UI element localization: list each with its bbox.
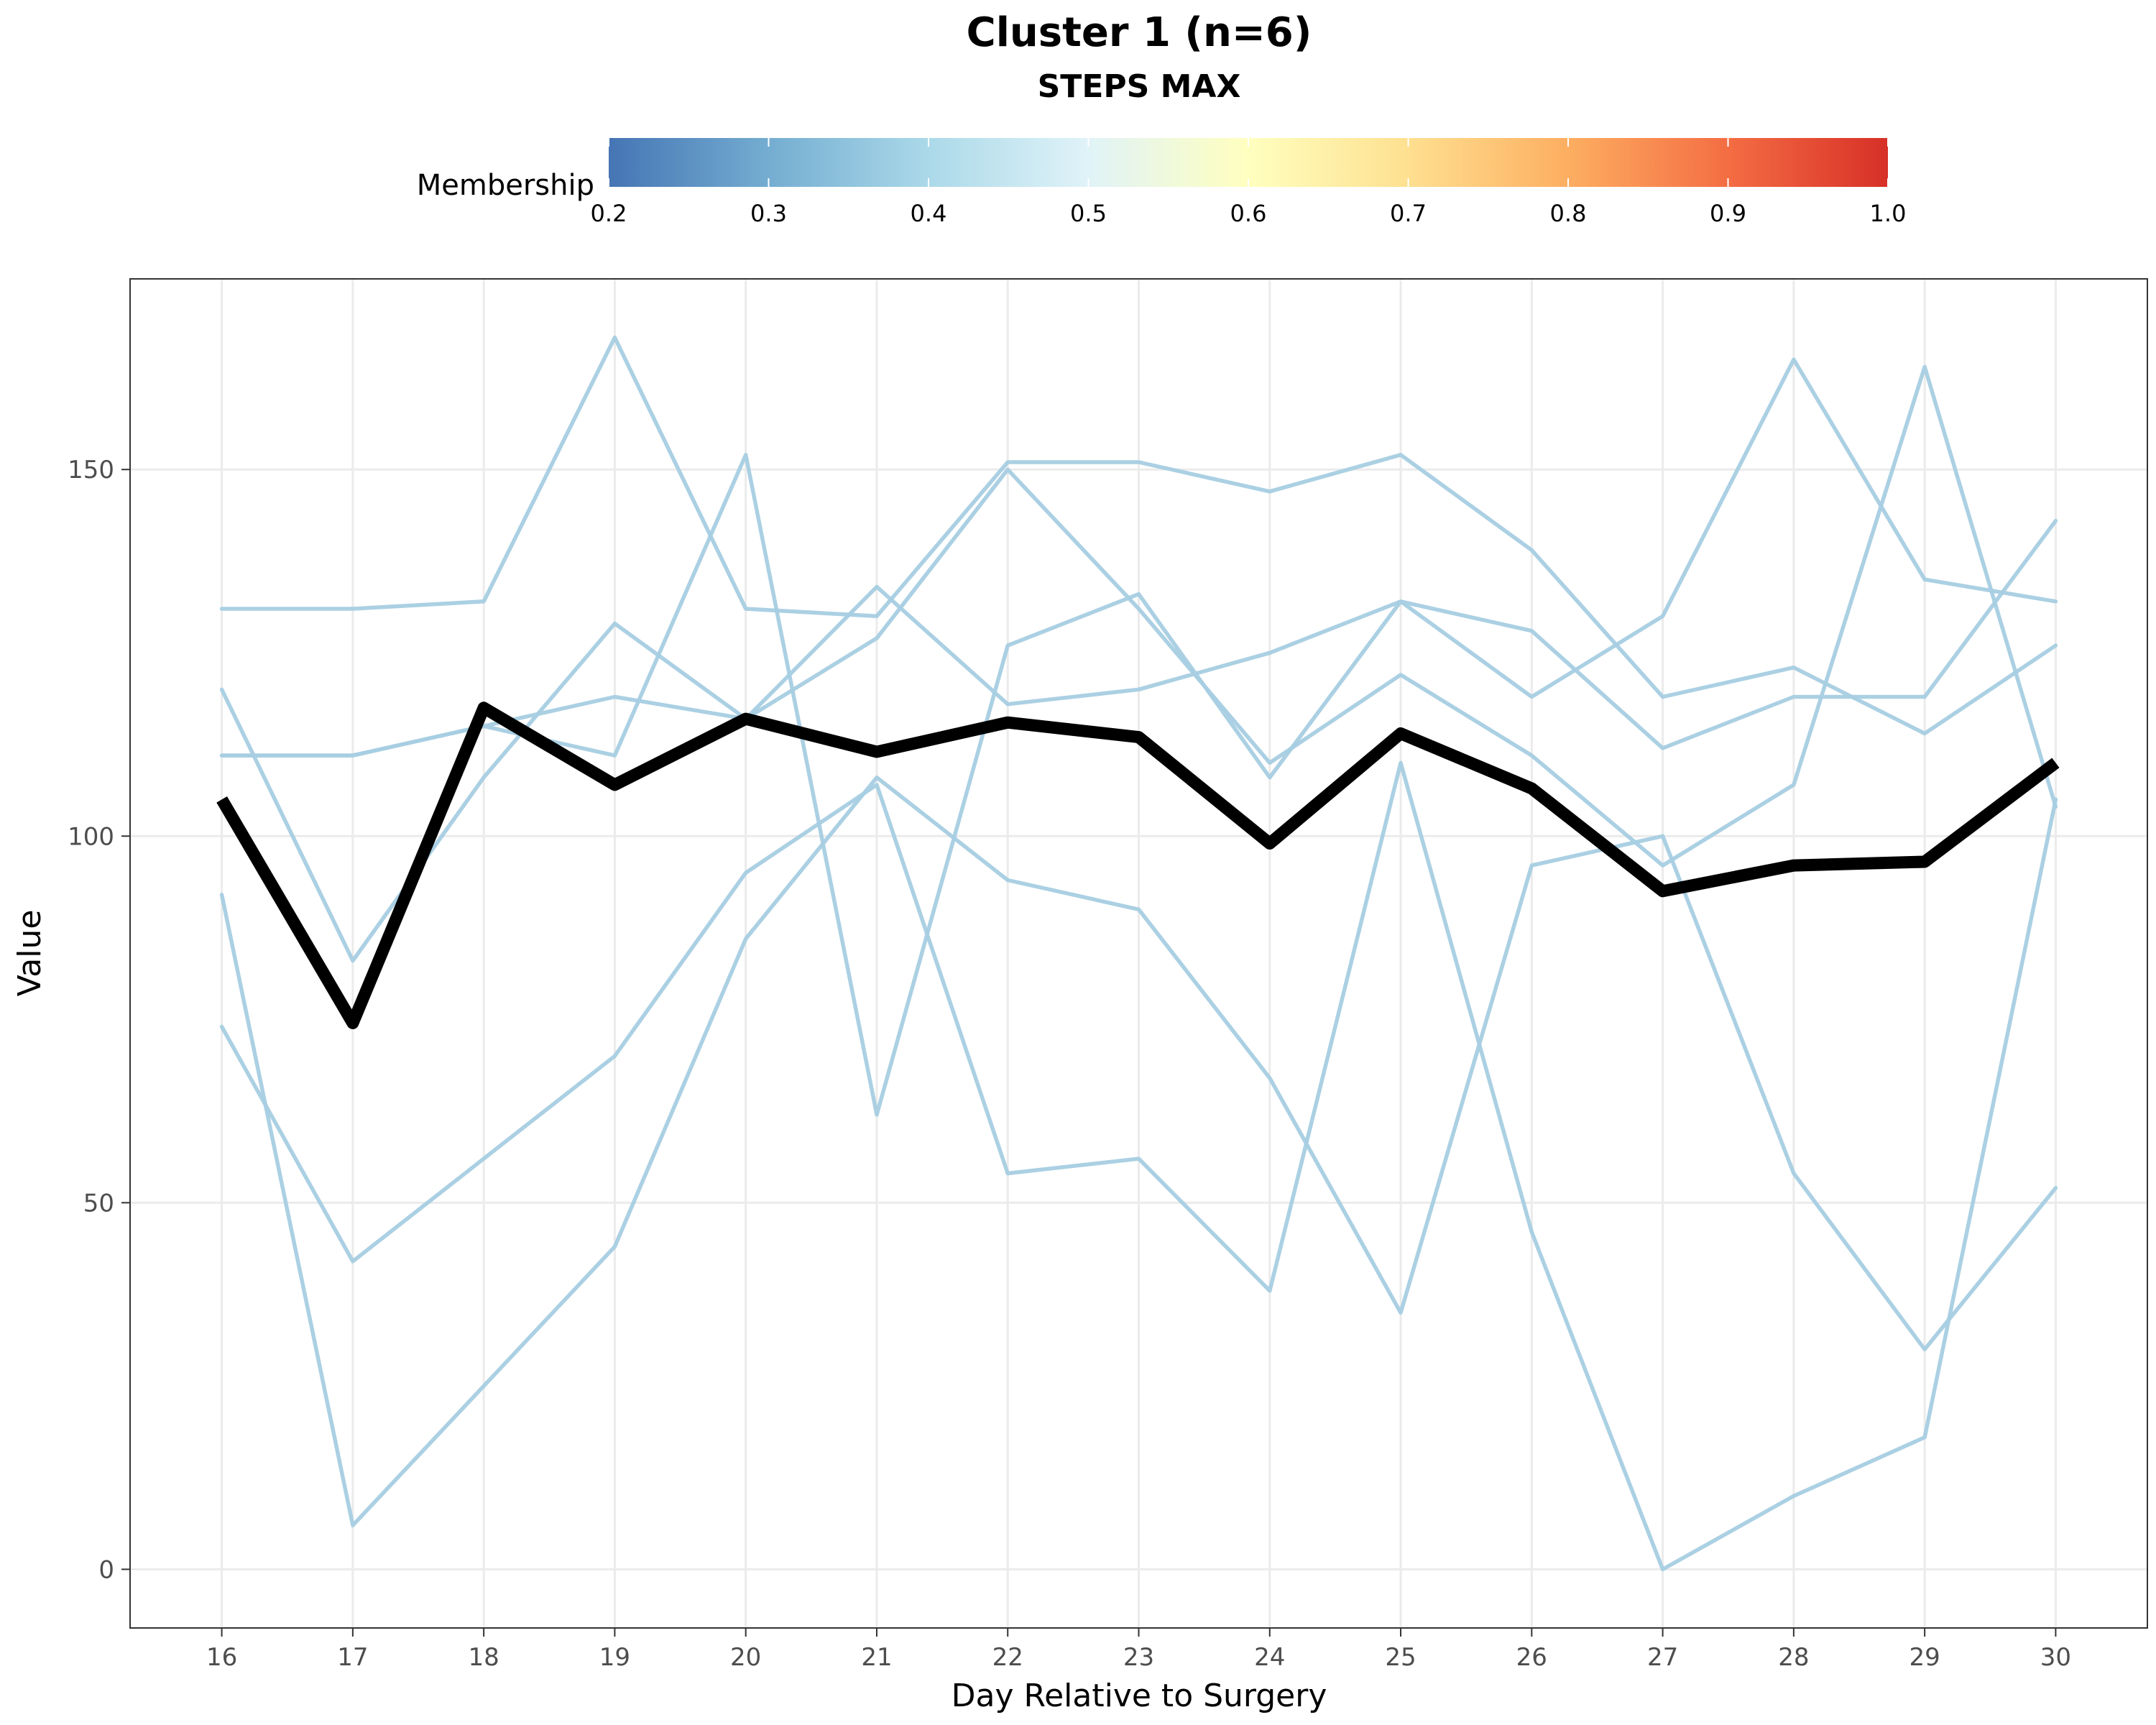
legend-title: Membership bbox=[417, 169, 594, 202]
series-line-1 bbox=[219, 335, 2058, 736]
x-axis-title: Day Relative to Surgery bbox=[952, 1678, 1327, 1714]
centroid-line-group bbox=[216, 702, 2060, 1029]
x-tick-label: 23 bbox=[1123, 1643, 1154, 1672]
series-line-4 bbox=[219, 775, 2058, 1527]
legend-tick-label: 1.0 bbox=[1870, 200, 1907, 227]
series-line-5 bbox=[219, 760, 2058, 1572]
x-tick-label: 30 bbox=[2040, 1643, 2071, 1672]
x-tick-label: 25 bbox=[1385, 1643, 1416, 1672]
plot-panel: 16 17 18 19 20 21 22 23 24 25 26 27 28 29 30 0 50 100 150 bbox=[68, 278, 2148, 1672]
x-tick-label: 27 bbox=[1647, 1643, 1678, 1672]
series-line-3 bbox=[219, 357, 2058, 963]
y-tick-label: 50 bbox=[83, 1189, 114, 1218]
y-axis-title: Value bbox=[11, 910, 48, 997]
legend-tick-label: 0.8 bbox=[1550, 200, 1587, 227]
y-tick-label: 150 bbox=[68, 456, 114, 484]
x-tick-label: 21 bbox=[861, 1643, 892, 1672]
x-tick-label: 18 bbox=[469, 1643, 499, 1672]
x-tick-label: 24 bbox=[1254, 1643, 1285, 1672]
chart-subtitle: STEPS MAX bbox=[1038, 68, 1241, 105]
centroid-line bbox=[216, 702, 2060, 1029]
legend-tick-label: 0.3 bbox=[750, 200, 787, 227]
grid-lines bbox=[130, 279, 2147, 1628]
legend-tick-label: 0.5 bbox=[1070, 200, 1107, 227]
x-tick-label: 19 bbox=[599, 1643, 630, 1672]
x-tick-label: 20 bbox=[730, 1643, 761, 1672]
legend-tick-label: 0.2 bbox=[591, 200, 627, 227]
x-axis: 16 17 18 19 20 21 22 23 24 25 26 27 28 29 30 bbox=[206, 1628, 2071, 1672]
legend: Membership 0.2 0.3 0.4 0.5 0.6 0.7 0.8 0.9 1.0 bbox=[417, 138, 1907, 227]
chart-title: Cluster 1 (n=6) bbox=[967, 9, 1312, 56]
legend-tick-label: 0.7 bbox=[1390, 200, 1427, 227]
legend-tick-label: 0.4 bbox=[911, 200, 947, 227]
y-tick-label: 0 bbox=[98, 1555, 114, 1584]
x-tick-label: 29 bbox=[1909, 1643, 1940, 1672]
legend-tick-label: 0.6 bbox=[1230, 200, 1267, 227]
legend-ticks: 0.2 0.3 0.4 0.5 0.6 0.7 0.8 0.9 1.0 bbox=[591, 138, 1907, 227]
y-tick-label: 100 bbox=[68, 822, 114, 851]
legend-tick-label: 0.9 bbox=[1710, 200, 1746, 227]
x-tick-label: 22 bbox=[992, 1643, 1023, 1672]
x-tick-label: 26 bbox=[1516, 1643, 1547, 1672]
x-tick-label: 17 bbox=[337, 1643, 368, 1672]
x-tick-label: 16 bbox=[206, 1643, 237, 1672]
series-line-2 bbox=[219, 364, 2058, 868]
y-axis: 0 50 100 150 bbox=[68, 456, 130, 1584]
x-tick-label: 28 bbox=[1778, 1643, 1809, 1672]
